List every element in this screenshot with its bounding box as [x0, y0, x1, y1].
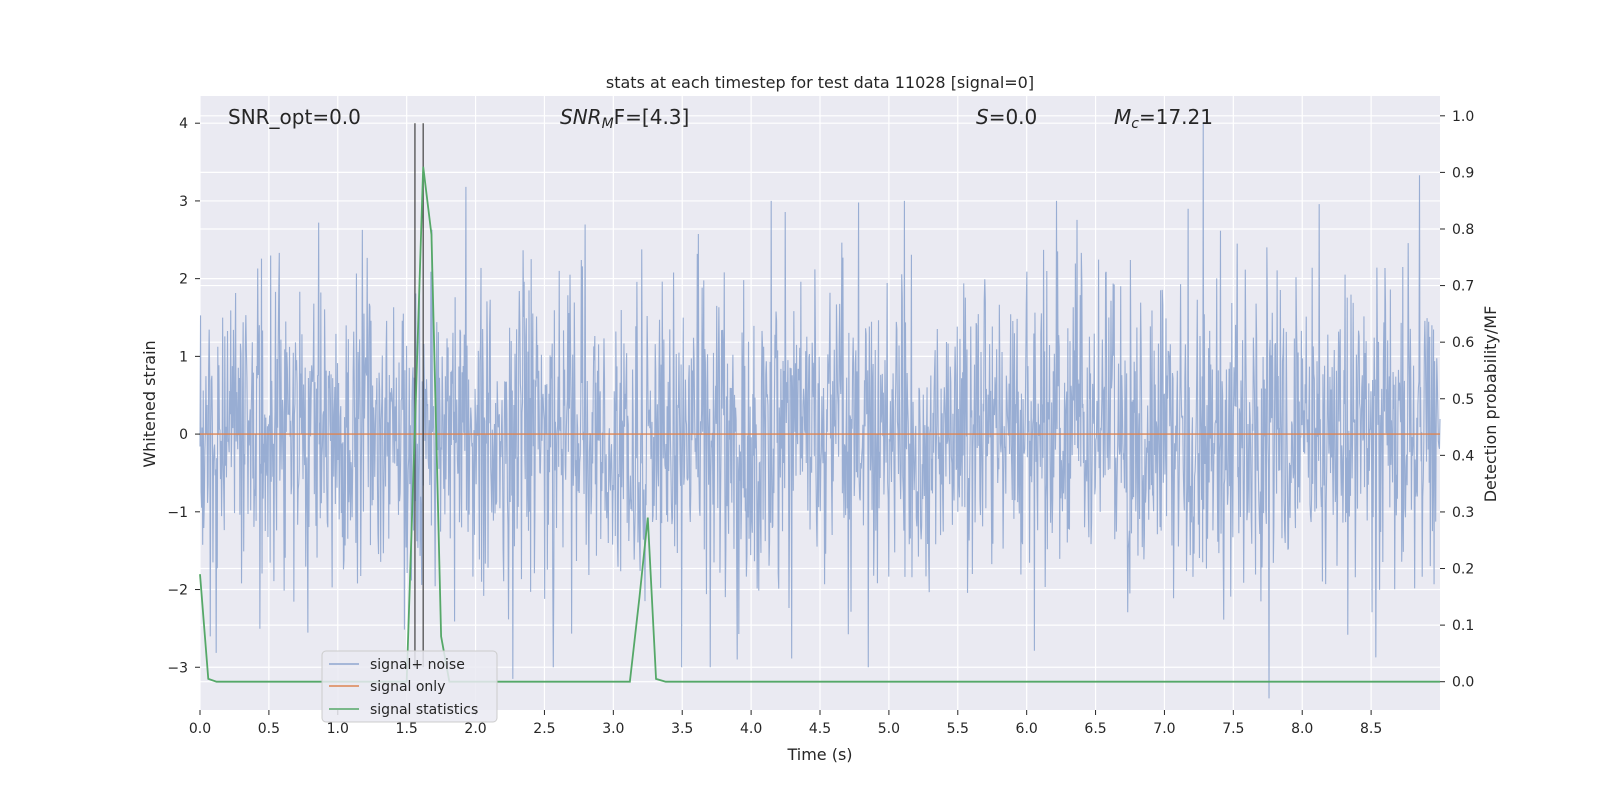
x-tick-label: 3.5	[671, 721, 693, 737]
legend-label-signal-only: signal only	[370, 679, 445, 695]
legend-label-signal-statistics: signal statistics	[370, 702, 478, 718]
y2-tick-label: 0.3	[1452, 505, 1474, 521]
y-tick-label: −3	[167, 660, 188, 676]
x-tick-label: 4.5	[809, 721, 831, 737]
mc-main: M	[1114, 105, 1131, 129]
y-tick-label: 0	[179, 427, 188, 443]
x-tick-label: 6.5	[1084, 721, 1106, 737]
signal-statistics-series	[199, 166, 1440, 683]
x-tick-label: 2.5	[533, 721, 555, 737]
annotation-snr-opt: SNR_opt=0.0	[228, 105, 361, 129]
y2-tick-label: 0.6	[1452, 335, 1474, 351]
x-tick-label: 1.0	[327, 721, 349, 737]
x-tick-label: 7.0	[1153, 721, 1175, 737]
legend-box	[321, 650, 498, 723]
snr-mf-main: SNR	[560, 105, 602, 129]
y-tick-label: 4	[179, 116, 188, 132]
x-tick-label: 5.0	[878, 721, 900, 737]
x-tick-label: 3.0	[602, 721, 624, 737]
series-line-signal-statistics	[199, 166, 1440, 683]
x-tick-label: 5.5	[947, 721, 969, 737]
x-axis-ticks: 0.0 0.5 1.0 1.5 2.0 2.5 3.0 3.5 4.0 4.5 5.0 5.5 6.0 6…	[189, 710, 1382, 737]
x-axis-label: Time (s)	[786, 745, 852, 764]
y2-tick-label: 0.8	[1452, 222, 1474, 238]
annotation-mc: Mc=17.21	[1114, 105, 1213, 132]
x-tick-label: 4.0	[740, 721, 762, 737]
x-tick-label: 8.5	[1360, 721, 1382, 737]
y2-tick-label: 0.1	[1452, 618, 1474, 634]
x-tick-label: 8.0	[1291, 721, 1313, 737]
y-axis-ticks: −3 −2 −1 0 1 2 3 4	[167, 116, 200, 676]
x-tick-label: 7.5	[1222, 721, 1244, 737]
annotation-s: S=0.0	[976, 105, 1037, 129]
y2-axis-label: Detection probability/MF	[1481, 306, 1500, 503]
y-axis-label: Whitened strain	[140, 340, 159, 467]
y2-axis-ticks: 0.0 0.1 0.2 0.3 0.4 0.5 0.6 0.7 0.8 0.9 1.0	[1440, 109, 1474, 691]
vertical-markers	[414, 123, 424, 668]
series-line-signal-plus-noise	[199, 123, 1441, 699]
y2-tick-label: 1.0	[1452, 109, 1474, 125]
x-tick-label: 0.5	[258, 721, 280, 737]
x-tick-label: 6.0	[1016, 721, 1038, 737]
y-tick-label: −2	[167, 583, 188, 599]
y2-tick-label: 0.5	[1452, 392, 1474, 408]
legend: signal+ noise signal only signal statist…	[321, 650, 498, 723]
s-rest: =0.0	[989, 105, 1038, 129]
y2-tick-label: 0.2	[1452, 562, 1474, 578]
annotation-snr-mf: SNRMF=[4.3]	[560, 105, 689, 132]
y2-tick-label: 0.4	[1452, 448, 1474, 464]
s-main: S	[976, 105, 989, 129]
snr-mf-rest: F=[4.3]	[614, 105, 690, 129]
x-tick-label: 1.5	[396, 721, 418, 737]
mc-rest: =17.21	[1139, 105, 1213, 129]
signal-plus-noise-series	[199, 123, 1441, 699]
legend-label-signal-plus-noise: signal+ noise	[370, 657, 465, 673]
y2-tick-label: 0.7	[1452, 279, 1474, 295]
y2-tick-label: 0.9	[1452, 165, 1474, 181]
y-tick-label: 1	[179, 349, 188, 365]
x-tick-label: 0.0	[189, 721, 211, 737]
chart-title: stats at each timestep for test data 110…	[606, 73, 1034, 92]
y-tick-label: 3	[179, 194, 188, 210]
x-tick-label: 2.0	[464, 721, 486, 737]
y-tick-label: −1	[167, 505, 188, 521]
y-tick-label: 2	[179, 272, 188, 288]
mc-sub: c	[1131, 116, 1139, 132]
snr-mf-sub: M	[602, 116, 614, 132]
y2-tick-label: 0.0	[1452, 675, 1474, 691]
